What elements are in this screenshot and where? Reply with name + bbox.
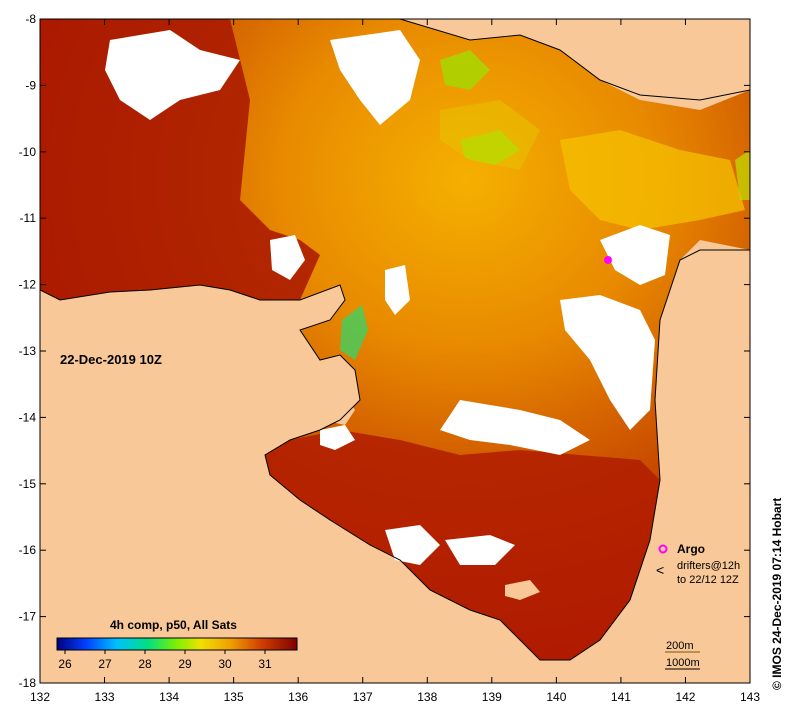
island: [505, 580, 540, 600]
cloud-patch: [270, 235, 305, 280]
cloud-patch: [105, 30, 240, 120]
cloud-patch: [330, 30, 420, 125]
warm-western-waters: [40, 19, 320, 300]
x-tick-label: 138: [417, 690, 437, 704]
credit-label: © IMOS 24-Dec-2019 07:14 Hobart: [770, 498, 784, 690]
argo-legend-marker: [658, 544, 668, 554]
x-axis: 132 133 134 135 136 137 138 139 140 141 142 143: [30, 19, 760, 704]
colorbar-tick-label: 26: [58, 657, 72, 671]
y-tick-label: -9: [25, 78, 36, 92]
depth-1000-label: 1000m: [666, 657, 700, 669]
coastline: [399, 19, 750, 101]
y-tick-label: -14: [19, 410, 37, 424]
timestamp-label: 22-Dec-2019 10Z: [60, 352, 162, 367]
x-tick-label: 133: [95, 690, 115, 704]
colorbar-tick-label: 30: [218, 657, 232, 671]
x-tick-label: 142: [675, 690, 695, 704]
x-tick-label: 143: [740, 690, 760, 704]
new-guinea-land: [400, 19, 750, 100]
coolest-green-patch-2: [460, 130, 520, 165]
colorbar: [56, 637, 298, 651]
coolest-green-patch-1: [440, 50, 490, 90]
coastline: [40, 249, 750, 661]
coolest-green-patch-3: [340, 305, 368, 360]
x-tick-label: 139: [482, 690, 502, 704]
drifters-period-label: to 22/12 12Z: [677, 574, 739, 586]
x-tick-label: 135: [224, 690, 244, 704]
cool-eastern-patch: [560, 130, 745, 230]
colorbar-tick-label: 28: [138, 657, 152, 671]
colorbar-title: 4h comp, p50, All Sats: [110, 618, 237, 632]
argo-legend-label: Argo: [677, 542, 705, 556]
cloud-patch: [560, 295, 655, 430]
cloud-patch: [320, 425, 355, 450]
cloud-patch: [385, 525, 440, 565]
colorbar-ticks: 26 27 28 29 30 31: [58, 650, 272, 671]
x-tick-label: 137: [353, 690, 373, 704]
y-tick-label: -13: [19, 344, 37, 358]
y-tick-label: -11: [20, 211, 37, 225]
cloud-patch: [445, 535, 515, 565]
depth-200-label: 200m: [666, 640, 694, 652]
colorbar-tick-label: 29: [178, 657, 192, 671]
colorbar-tick-label: 27: [98, 657, 112, 671]
x-tick-label: 134: [159, 690, 179, 704]
cloud-patch: [385, 265, 410, 315]
y-tick-label: -10: [19, 145, 37, 159]
y-tick-label: -15: [19, 477, 37, 491]
x-tick-label: 132: [30, 690, 50, 704]
cloud-patch: [440, 400, 590, 455]
y-tick-label: -12: [19, 278, 37, 292]
y-axis: -8 -9 -10 -11 -12 -13 -14 -15 -16 -17 -18: [19, 12, 750, 690]
y-tick-label: -17: [19, 610, 37, 624]
x-tick-label: 136: [288, 690, 308, 704]
x-tick-label: 140: [546, 690, 566, 704]
y-tick-label: -8: [25, 12, 36, 26]
coolest-green-patch-4: [735, 150, 750, 200]
y-tick-label: -18: [19, 676, 37, 690]
drifter-legend-marker: <: [656, 562, 664, 578]
island: [320, 395, 355, 425]
cape-york-land: [560, 250, 750, 683]
drifters-legend-label: drifters@12h: [677, 560, 740, 572]
argo-float-marker: [604, 256, 612, 264]
colorbar-tick-label: 31: [258, 657, 272, 671]
cloud-patch: [600, 225, 670, 285]
y-tick-label: -16: [19, 543, 37, 557]
x-tick-label: 141: [611, 690, 631, 704]
